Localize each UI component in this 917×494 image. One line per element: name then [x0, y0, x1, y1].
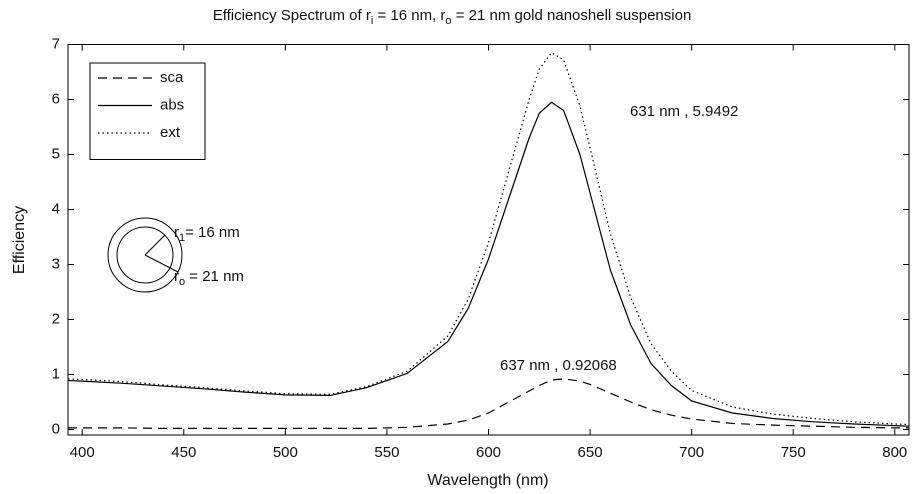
- label-part: = 21 nm: [185, 268, 244, 285]
- outer-shell: [107, 217, 183, 293]
- label-part: r: [174, 224, 179, 241]
- chart-title: Efficiency Spectrum of ri = 16 nm, ro = …: [213, 7, 692, 27]
- plot-frame: [67, 44, 910, 436]
- title-part: Efficiency Spectrum of r: [213, 7, 371, 24]
- label-sub: 1: [179, 232, 185, 244]
- label-part: r: [174, 268, 179, 285]
- peak-annotation: 631 nm , 5.9492: [630, 103, 738, 120]
- y-tick-label: 4: [52, 200, 60, 217]
- series-line: [67, 51, 910, 426]
- label-part: = 16 nm: [185, 224, 240, 241]
- shell-diagram: [107, 217, 183, 293]
- radius-outer: [144, 254, 179, 273]
- legend-label: abs: [160, 96, 184, 113]
- radius-label: r1= 16 nm: [174, 224, 240, 244]
- title-sub: o: [445, 15, 451, 27]
- legend-label: ext: [160, 124, 181, 141]
- title-part: = 16 nm, r: [373, 7, 445, 24]
- label-sub: o: [179, 276, 185, 288]
- y-axis-label: Efficiency: [11, 206, 28, 274]
- y-tick-label: 7: [52, 35, 60, 52]
- x-tick-label: 800: [882, 444, 907, 461]
- y-tick-label: 3: [52, 255, 60, 272]
- x-tick-label: 700: [679, 444, 704, 461]
- title-sub: i: [371, 15, 373, 27]
- legend-box: [89, 62, 206, 160]
- y-tick-label: 1: [52, 365, 60, 382]
- y-tick-label: 0: [52, 420, 60, 437]
- inner-core: [116, 226, 174, 284]
- legend-label: sca: [160, 69, 184, 86]
- x-tick-label: 450: [171, 444, 196, 461]
- series-line: [68, 378, 909, 429]
- x-tick-label: 500: [273, 444, 298, 461]
- x-tick-label: 400: [70, 444, 95, 461]
- x-tick-label: 750: [781, 444, 806, 461]
- x-tick-label: 550: [374, 444, 399, 461]
- x-tick-label: 650: [578, 444, 603, 461]
- peak-annotation: 637 nm , 0.92068: [500, 357, 617, 374]
- title-part: = 21 nm gold nanoshell suspension: [452, 7, 692, 24]
- x-tick-label: 600: [476, 444, 501, 461]
- radius-label: ro = 21 nm: [174, 268, 244, 288]
- series-line: [67, 101, 910, 427]
- x-axis-label: Wavelength (nm): [427, 472, 548, 489]
- y-tick-label: 2: [52, 310, 60, 327]
- radius-inner: [144, 234, 166, 256]
- y-tick-label: 6: [52, 90, 60, 107]
- y-tick-label: 5: [52, 145, 60, 162]
